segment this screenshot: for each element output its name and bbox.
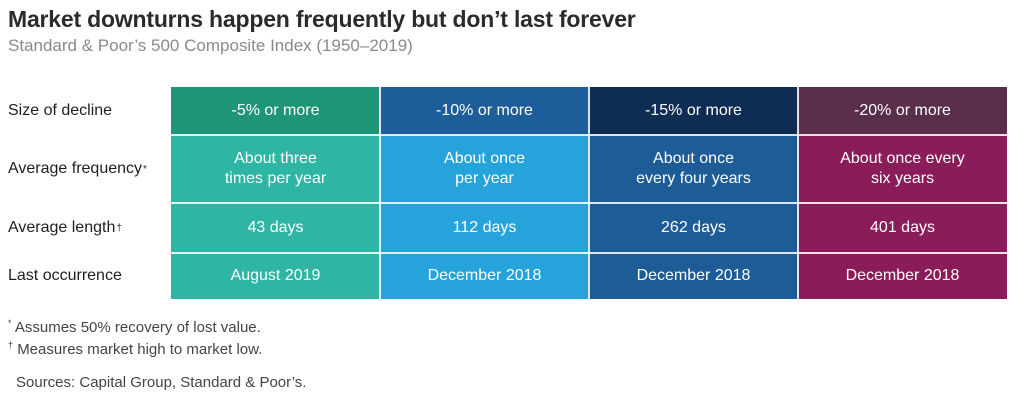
cell-text: -10% or more xyxy=(436,102,533,119)
footnote-mark: † xyxy=(8,340,14,350)
row-header: Last occurrence xyxy=(8,253,122,299)
cell-last-occurrence: December 2018 xyxy=(798,253,1007,299)
cell-text: -20% or more xyxy=(854,102,951,119)
cell-text: -5% or more xyxy=(231,102,320,119)
cell-text: -15% or more xyxy=(645,102,742,119)
footnote-2: † Measures market high to market low. xyxy=(8,340,262,358)
row-header-label: Average length xyxy=(8,219,116,236)
cell-text: 262 days xyxy=(661,219,726,236)
cell-frequency: About once every six years xyxy=(798,135,1007,203)
row-header: Size of decline xyxy=(8,87,112,135)
column-divider xyxy=(797,87,799,299)
cell-text: 401 days xyxy=(870,219,935,236)
cell-length: 43 days xyxy=(171,203,380,253)
cell-decline: -15% or more xyxy=(589,87,798,135)
sources-note: Sources: Capital Group, Standard & Poor’… xyxy=(16,374,307,391)
footnote-mark: * xyxy=(143,163,147,175)
cell-decline: -20% or more xyxy=(798,87,1007,135)
cell-text: 112 days xyxy=(452,219,517,236)
cell-text: 43 days xyxy=(247,219,304,236)
downturn-table: -5% or more About three times per year 43 d… xyxy=(171,87,1007,299)
cell-text: December 2018 xyxy=(636,267,751,284)
footnote-mark: * xyxy=(8,318,12,328)
cell-text: December 2018 xyxy=(845,267,960,284)
row-header: Average frequency * xyxy=(8,135,147,203)
row-header-label: Average frequency xyxy=(8,160,143,177)
cell-last-occurrence: December 2018 xyxy=(380,253,589,299)
cell-length: 401 days xyxy=(798,203,1007,253)
cell-text: December 2018 xyxy=(427,267,542,284)
cell-text-line: per year xyxy=(455,170,514,187)
cell-decline: -5% or more xyxy=(171,87,380,135)
cell-length: 112 days xyxy=(380,203,589,253)
cell-decline: -10% or more xyxy=(380,87,589,135)
row-header: Average length † xyxy=(8,203,122,253)
cell-frequency: About three times per year xyxy=(171,135,380,203)
page-subtitle: Standard & Poor’s 500 Composite Index (1… xyxy=(8,36,413,55)
page-title: Market downturns happen frequently but d… xyxy=(8,6,636,32)
row-header-label: Last occurrence xyxy=(8,267,122,284)
cell-text-line: times per year xyxy=(224,170,327,187)
cell-frequency: About once every four years xyxy=(589,135,798,203)
cell-text-line: every four years xyxy=(636,170,751,187)
cell-frequency: About once per year xyxy=(380,135,589,203)
cell-text-line: About once xyxy=(653,150,734,167)
cell-text-line: six years xyxy=(870,170,935,187)
cell-text-line: About once xyxy=(444,150,525,167)
cell-length: 262 days xyxy=(589,203,798,253)
column-divider xyxy=(588,87,590,299)
cell-text-line: About three xyxy=(234,150,317,167)
cell-last-occurrence: August 2019 xyxy=(171,253,380,299)
column-divider xyxy=(379,87,381,299)
cell-last-occurrence: December 2018 xyxy=(589,253,798,299)
cell-text: August 2019 xyxy=(230,267,321,284)
cell-text-line: About once every xyxy=(840,150,965,167)
row-header-label: Size of decline xyxy=(8,102,113,119)
footnote-text: Assumes 50% recovery of lost value. xyxy=(14,319,261,336)
footnote-1: * Assumes 50% recovery of lost value. xyxy=(8,318,261,336)
footnote-mark: † xyxy=(116,222,122,234)
footnote-text: Measures market high to market low. xyxy=(17,341,263,358)
